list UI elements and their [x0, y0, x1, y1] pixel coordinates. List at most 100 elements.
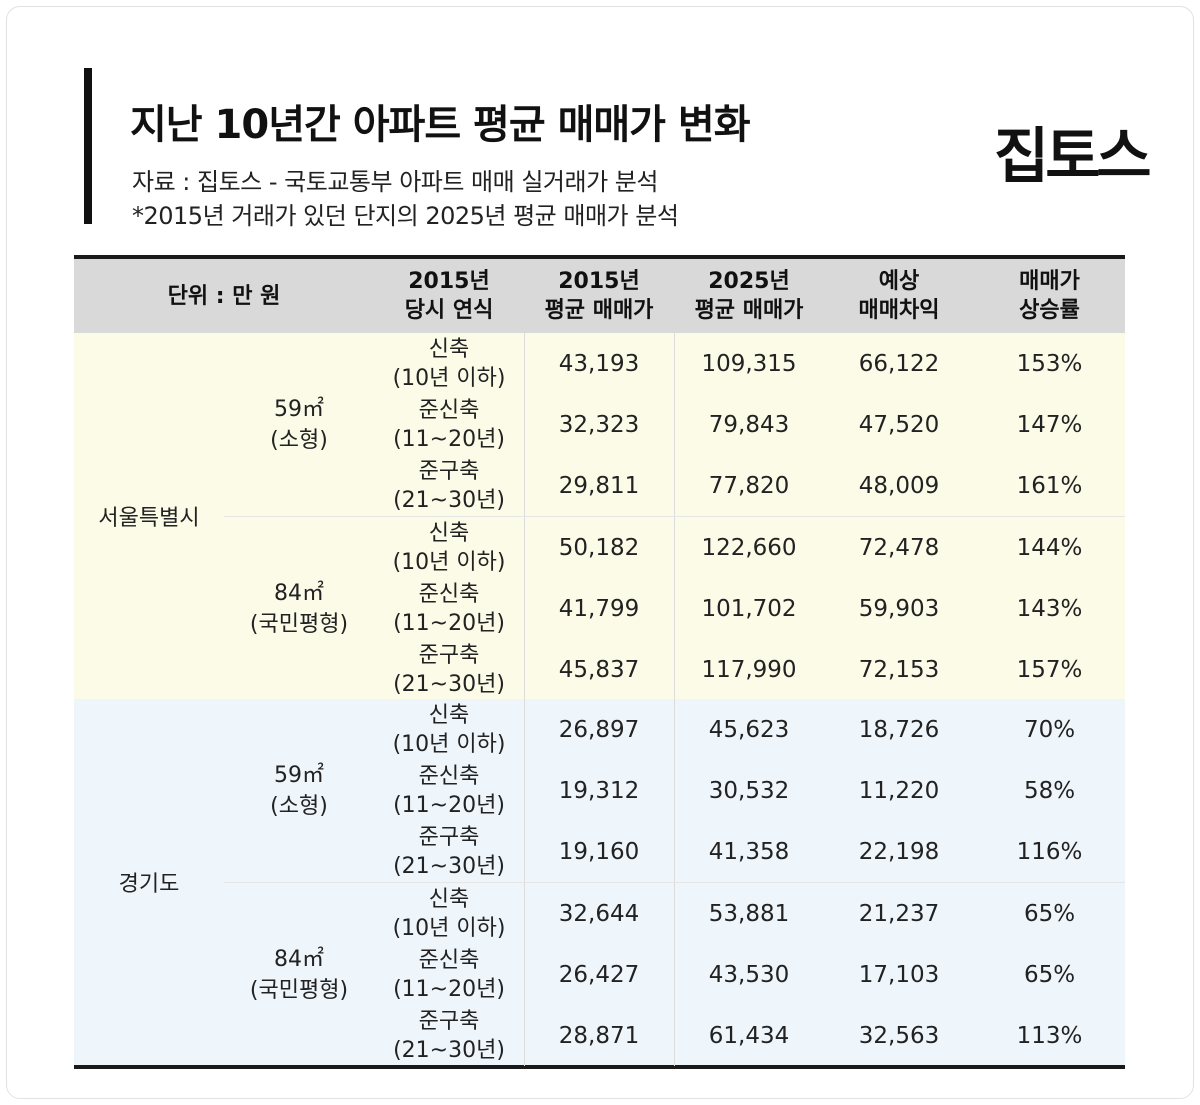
row-age-cell: 신축 (10년 이하) — [374, 699, 524, 760]
row-price2015-cell: 32,644 — [558, 900, 640, 927]
table-row: 신축 (10년 이하) 43,193 109,315 66,122 153% — [374, 333, 1125, 394]
row-rate-cell: 147% — [1016, 411, 1083, 438]
unit-header: 단위 : 만 원 — [74, 259, 374, 333]
table-header: 단위 : 만 원 2015년 당시 연식 2015년 평균 매매가 2025년 … — [74, 255, 1125, 333]
diff-header-line1: 예상 — [878, 269, 920, 294]
row-price2015-cell: 45,837 — [558, 656, 640, 683]
table-row: 준구축 (21~30년) 45,837 117,990 72,153 157% — [374, 639, 1125, 700]
size-area: 59㎡ — [274, 396, 324, 422]
row-rate-cell: 144% — [1016, 534, 1083, 561]
row-rate-cell: 153% — [1016, 350, 1083, 377]
age-category: 준구축 — [418, 458, 480, 484]
source-note: 자료 : 집토스 - 국토교통부 아파트 매매 실거래가 분석 — [132, 168, 658, 196]
rate-header: 매매가 상승률 — [974, 259, 1125, 333]
row-rate-cell: 70% — [1023, 716, 1076, 743]
age-category: 준신축 — [418, 947, 480, 973]
row-diff-cell: 72,153 — [858, 656, 940, 683]
row-diff-cell: 32,563 — [858, 1022, 940, 1049]
row-rate-cell: 65% — [1023, 900, 1076, 927]
age-range: (21~30년) — [393, 853, 505, 879]
age-category: 준구축 — [418, 1008, 480, 1034]
diff-header: 예상 매매차익 — [824, 259, 974, 333]
column-divider — [524, 333, 525, 516]
row-age-cell: 준구축 (21~30년) — [374, 821, 524, 882]
size-area: 84㎡ — [274, 946, 324, 972]
row-age-cell: 준신축 (11~20년) — [374, 944, 524, 1005]
column-divider — [524, 883, 525, 1066]
unit-header-label: 단위 : 만 원 — [167, 283, 281, 309]
row-price2015-cell: 19,312 — [558, 777, 640, 804]
age-header-line2: 당시 연식 — [404, 298, 494, 323]
brand-logo: 집토스 — [994, 122, 1152, 192]
size-group: 59㎡ (소형) 신축 (10년 이하) 43,193 109,315 66,122 153%… — [224, 333, 1125, 516]
row-rate-cell: 65% — [1023, 961, 1076, 988]
row-diff-cell: 21,237 — [858, 900, 940, 927]
price-table: 단위 : 만 원 2015년 당시 연식 2015년 평균 매매가 2025년 … — [74, 255, 1125, 1069]
row-price2025-cell: 109,315 — [701, 350, 797, 377]
column-divider — [674, 883, 675, 1066]
age-range: (21~30년) — [393, 1037, 505, 1063]
table-row: 신축 (10년 이하) 50,182 122,660 72,478 144% — [374, 517, 1125, 578]
column-divider — [524, 517, 525, 700]
rate-header-line2: 상승률 — [1019, 298, 1080, 323]
row-price2015-cell: 28,871 — [558, 1022, 640, 1049]
price2015-header: 2015년 평균 매매가 — [524, 259, 674, 333]
row-age-cell: 준구축 (21~30년) — [374, 455, 524, 516]
row-price2025-cell: 117,990 — [701, 656, 797, 683]
row-age-cell: 준신축 (11~20년) — [374, 394, 524, 455]
region-label: 서울특별시 — [98, 506, 200, 531]
age-range: (21~30년) — [393, 487, 505, 513]
row-diff-cell: 48,009 — [858, 472, 940, 499]
row-diff-cell: 66,122 — [858, 350, 940, 377]
size-group: 59㎡ (소형) 신축 (10년 이하) 26,897 45,623 18,726 70% 준신… — [224, 699, 1125, 882]
page-title: 지난 10년간 아파트 평균 매매가 변화 — [130, 102, 750, 148]
size-type: (국민평형) — [249, 977, 349, 1003]
row-diff-cell: 22,198 — [858, 838, 940, 865]
table-row: 준신축 (11~20년) 19,312 30,532 11,220 58% — [374, 760, 1125, 821]
row-price2015-cell: 19,160 — [558, 838, 640, 865]
row-diff-cell: 59,903 — [858, 595, 940, 622]
size-group: 84㎡ (국민평형) 신축 (10년 이하) 32,644 53,881 21,237 65%… — [224, 882, 1125, 1066]
age-header: 2015년 당시 연식 — [374, 259, 524, 333]
table-row: 준구축 (21~30년) 19,160 41,358 22,198 116% — [374, 821, 1125, 882]
row-diff-cell: 18,726 — [858, 716, 940, 743]
row-diff-cell: 17,103 — [858, 961, 940, 988]
row-rate-cell: 161% — [1016, 472, 1083, 499]
table-body: 서울특별시 59㎡ (소형) 신축 (10년 이하) 43,193 109,315 66,12… — [74, 333, 1125, 1066]
price2025-header-line2: 평균 매매가 — [694, 298, 804, 323]
size-area: 59㎡ — [274, 762, 324, 788]
title-accent-bar — [84, 68, 92, 224]
age-range: (10년 이하) — [392, 915, 506, 941]
age-category: 준신축 — [418, 581, 480, 607]
row-diff-cell: 11,220 — [858, 777, 940, 804]
size-label: 59㎡ (소형) — [224, 699, 374, 882]
row-age-cell: 신축 (10년 이하) — [374, 517, 524, 578]
row-price2025-cell: 122,660 — [701, 534, 797, 561]
row-price2025-cell: 43,530 — [708, 961, 790, 988]
age-range: (10년 이하) — [392, 365, 506, 391]
row-price2015-cell: 50,182 — [558, 534, 640, 561]
region-section: 경기도 59㎡ (소형) 신축 (10년 이하) 26,897 45,623 18,726 70… — [74, 699, 1125, 1066]
row-age-cell: 신축 (10년 이하) — [374, 333, 524, 394]
row-price2015-cell: 32,323 — [558, 411, 640, 438]
row-rate-cell: 143% — [1016, 595, 1083, 622]
size-type: (소형) — [270, 427, 328, 453]
row-price2025-cell: 41,358 — [708, 838, 790, 865]
size-type: (국민평형) — [249, 611, 349, 637]
age-category: 준구축 — [418, 642, 480, 668]
row-rate-cell: 113% — [1016, 1022, 1083, 1049]
row-diff-cell: 72,478 — [858, 534, 940, 561]
row-price2025-cell: 30,532 — [708, 777, 790, 804]
price2025-header-line1: 2025년 — [708, 269, 790, 294]
age-range: (21~30년) — [393, 671, 505, 697]
age-range: (11~20년) — [393, 792, 505, 818]
age-category: 준구축 — [418, 824, 480, 850]
age-category: 준신축 — [418, 763, 480, 789]
table-row: 준신축 (11~20년) 32,323 79,843 47,520 147% — [374, 394, 1125, 455]
row-price2025-cell: 79,843 — [708, 411, 790, 438]
age-range: (11~20년) — [393, 976, 505, 1002]
age-header-line1: 2015년 — [408, 269, 490, 294]
column-divider — [524, 699, 525, 882]
size-area: 84㎡ — [274, 580, 324, 606]
size-label: 84㎡ (국민평형) — [224, 517, 374, 700]
